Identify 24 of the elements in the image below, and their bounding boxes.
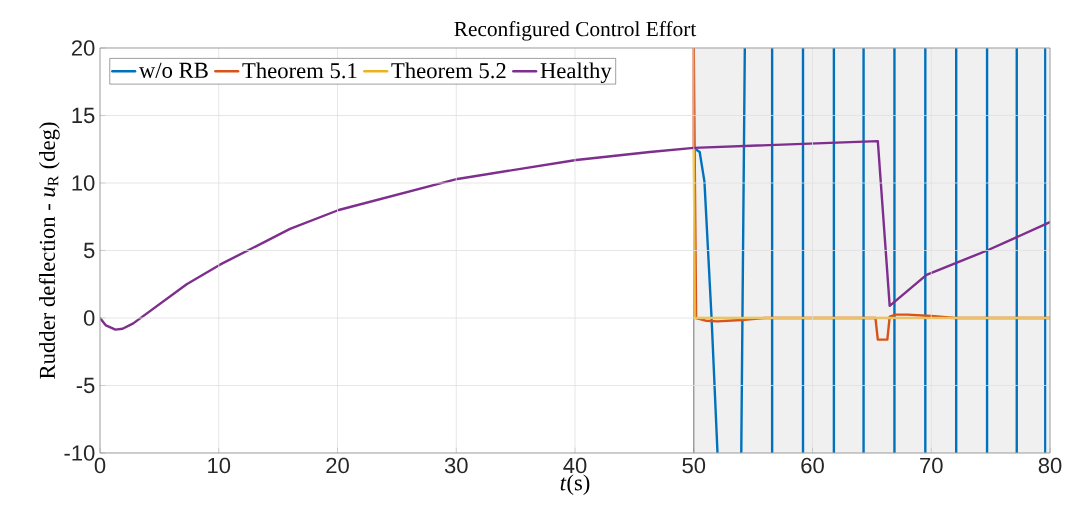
- x-tick-label: 10: [208, 457, 231, 474]
- x-tick-label: 30: [444, 457, 468, 474]
- y-tick-label: 0: [83, 310, 95, 326]
- x-tick-label: 70: [920, 457, 943, 474]
- x-axis-title: t(s): [560, 474, 590, 495]
- x-tick-label: 40: [563, 457, 587, 474]
- line-series: [100, 139, 1051, 331]
- legend-label: Theorem 5.1: [242, 62, 357, 79]
- y-tick-label: -5: [76, 377, 95, 394]
- y-tick-label: 5: [83, 242, 95, 259]
- y-tick-label: 15: [72, 107, 95, 124]
- y-axis-title: Rudder deflection - u$_{R}$ (deg): [38, 122, 60, 379]
- legend-label: Healthy: [540, 62, 612, 84]
- x-tick-label: 80: [1038, 457, 1062, 474]
- y-tick-label: 10: [72, 175, 95, 191]
- y-tick-label: 20: [71, 40, 95, 56]
- legend-label: Theorem 5.2: [391, 62, 506, 79]
- legend-label: w/o RB: [138, 62, 208, 78]
- chart-title: Reconfigured Control Effort: [454, 21, 697, 41]
- y-tick-label: -10: [64, 445, 95, 461]
- x-tick-label: 0: [94, 457, 106, 474]
- x-tick-label: 60: [801, 457, 824, 474]
- x-tick-label: 50: [682, 457, 706, 474]
- x-tick-label: 20: [326, 457, 349, 474]
